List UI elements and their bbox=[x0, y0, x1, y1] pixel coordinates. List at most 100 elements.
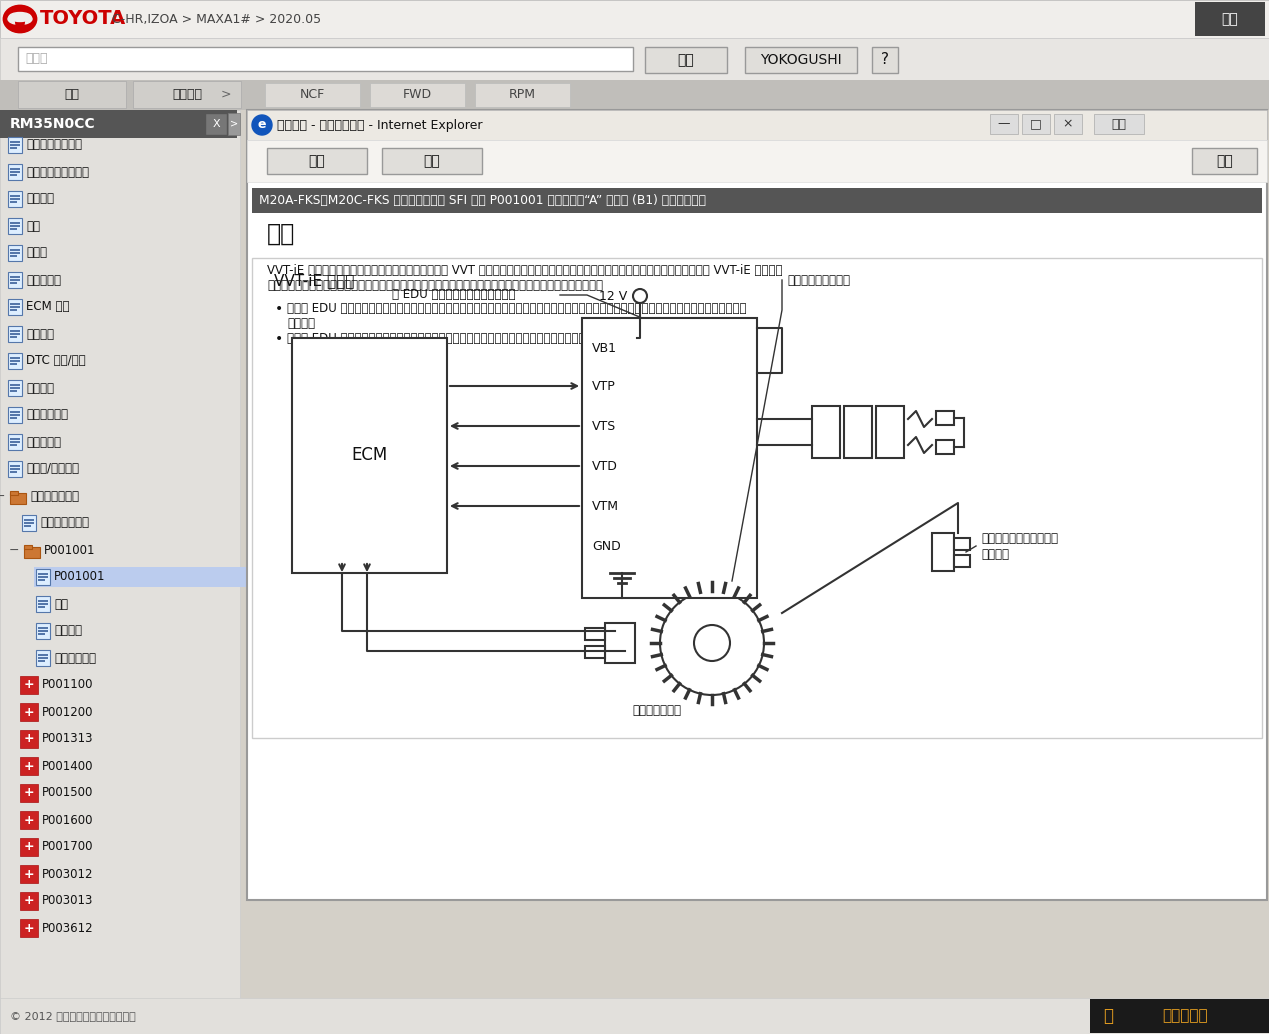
Bar bbox=[585, 628, 605, 640]
Bar bbox=[206, 113, 227, 135]
Text: +: + bbox=[24, 678, 34, 692]
Bar bbox=[10, 282, 16, 283]
Bar bbox=[24, 547, 41, 558]
Bar bbox=[10, 444, 16, 446]
Bar bbox=[247, 110, 1266, 900]
Ellipse shape bbox=[4, 6, 36, 32]
Text: 在发动机低速运转和发动机冷机时工作，主而实现减少排放、增加发动机动力、提高燃油经济性和起动性能。: 在发动机低速运转和发动机冷机时工作，主而实现减少排放、增加发动机动力、提高燃油经… bbox=[266, 279, 603, 292]
Text: 关闭: 关闭 bbox=[1217, 154, 1233, 168]
Bar bbox=[22, 515, 36, 531]
Bar bbox=[8, 218, 22, 234]
Text: P003612: P003612 bbox=[42, 921, 94, 935]
Bar bbox=[1090, 999, 1269, 1033]
Bar bbox=[38, 579, 44, 580]
Bar bbox=[10, 357, 20, 359]
Bar bbox=[812, 406, 840, 458]
Bar bbox=[937, 440, 954, 454]
Text: 今汽修帮手: 今汽修帮手 bbox=[1162, 1008, 1208, 1024]
Bar bbox=[10, 249, 20, 250]
Text: □: □ bbox=[1030, 118, 1042, 130]
Bar bbox=[38, 606, 44, 608]
Bar bbox=[0, 0, 1269, 38]
Bar bbox=[10, 336, 16, 337]
Text: VB1: VB1 bbox=[593, 341, 617, 355]
Bar bbox=[24, 522, 34, 523]
Text: 注册: 注册 bbox=[25, 219, 41, 233]
Bar bbox=[0, 998, 1269, 1034]
Bar bbox=[8, 191, 22, 207]
Text: 诊断帮助 - 丰田服务信息 - Internet Explorer: 诊断帮助 - 丰田服务信息 - Internet Explorer bbox=[277, 119, 482, 131]
Text: —: — bbox=[997, 118, 1010, 130]
Text: 关闭: 关闭 bbox=[1112, 118, 1127, 130]
Bar bbox=[10, 147, 16, 149]
Bar bbox=[10, 330, 20, 332]
Bar bbox=[36, 569, 49, 585]
Text: RPM: RPM bbox=[509, 89, 536, 101]
Bar bbox=[475, 83, 570, 107]
Bar bbox=[8, 136, 22, 153]
Bar bbox=[371, 83, 464, 107]
Text: P003012: P003012 bbox=[42, 868, 94, 881]
Bar bbox=[1094, 114, 1143, 134]
Text: ⛰: ⛰ bbox=[1103, 1007, 1113, 1025]
Text: VTM: VTM bbox=[593, 499, 619, 513]
Text: 数据流/主动测试: 数据流/主动测试 bbox=[25, 462, 79, 476]
Text: 曲轴位置传感器: 曲轴位置传感器 bbox=[632, 703, 681, 717]
Bar bbox=[24, 519, 34, 520]
Bar bbox=[10, 468, 20, 469]
Bar bbox=[10, 255, 16, 256]
Bar bbox=[38, 573, 48, 575]
Text: M20A-FKS、M20C-FKS 发动机控制系统 SFI 系统 P001001 凸轮轴位置“A” 执行器 (B1) 一般电气故障: M20A-FKS、M20C-FKS 发动机控制系统 SFI 系统 P001001… bbox=[259, 193, 706, 207]
Text: ?: ? bbox=[881, 53, 890, 67]
Bar bbox=[10, 387, 20, 389]
Bar bbox=[8, 407, 22, 423]
Text: 修理手册: 修理手册 bbox=[173, 88, 202, 100]
Bar bbox=[20, 703, 38, 721]
Text: 监视描述: 监视描述 bbox=[55, 625, 82, 638]
Text: e: e bbox=[258, 119, 266, 131]
Text: 确认行驶模式: 确认行驶模式 bbox=[55, 651, 96, 665]
Bar bbox=[266, 148, 367, 174]
Bar bbox=[10, 171, 20, 173]
Text: 定格数据: 定格数据 bbox=[25, 382, 55, 395]
Text: 故障症状表: 故障症状表 bbox=[25, 274, 61, 286]
Ellipse shape bbox=[15, 7, 24, 31]
Text: +: + bbox=[24, 732, 34, 746]
Bar bbox=[10, 141, 20, 143]
Bar bbox=[1022, 114, 1049, 134]
Circle shape bbox=[633, 288, 647, 303]
Text: P001001: P001001 bbox=[44, 544, 95, 556]
Bar bbox=[10, 276, 20, 277]
Bar bbox=[10, 491, 18, 495]
Text: © 2012 丰田汽车公司。版权所有。: © 2012 丰田汽车公司。版权所有。 bbox=[10, 1011, 136, 1021]
Text: 搜索: 搜索 bbox=[678, 53, 694, 67]
Bar bbox=[10, 144, 20, 146]
Bar bbox=[10, 222, 20, 223]
Text: P001200: P001200 bbox=[42, 705, 94, 719]
Text: •: • bbox=[275, 302, 283, 316]
Bar bbox=[382, 148, 482, 174]
Bar bbox=[0, 38, 1269, 80]
Text: NCF: NCF bbox=[299, 89, 325, 101]
Text: ECM 端子: ECM 端子 bbox=[25, 301, 70, 313]
Bar bbox=[876, 406, 904, 458]
Bar bbox=[8, 353, 22, 369]
Bar bbox=[265, 83, 360, 107]
Bar bbox=[10, 390, 16, 392]
Bar bbox=[0, 80, 1269, 110]
Bar bbox=[8, 164, 22, 180]
Text: 检查是否存在问题性: 检查是否存在问题性 bbox=[25, 165, 89, 179]
Text: P001100: P001100 bbox=[42, 678, 94, 692]
Bar bbox=[844, 406, 872, 458]
Bar bbox=[10, 414, 20, 416]
Bar bbox=[34, 567, 254, 587]
Bar bbox=[24, 545, 32, 549]
Bar bbox=[8, 272, 22, 288]
Bar bbox=[38, 627, 48, 629]
Text: +: + bbox=[24, 921, 34, 935]
Bar bbox=[645, 47, 727, 73]
Bar bbox=[38, 603, 48, 605]
Bar bbox=[10, 438, 20, 439]
Bar bbox=[10, 168, 20, 170]
Bar bbox=[38, 633, 44, 635]
